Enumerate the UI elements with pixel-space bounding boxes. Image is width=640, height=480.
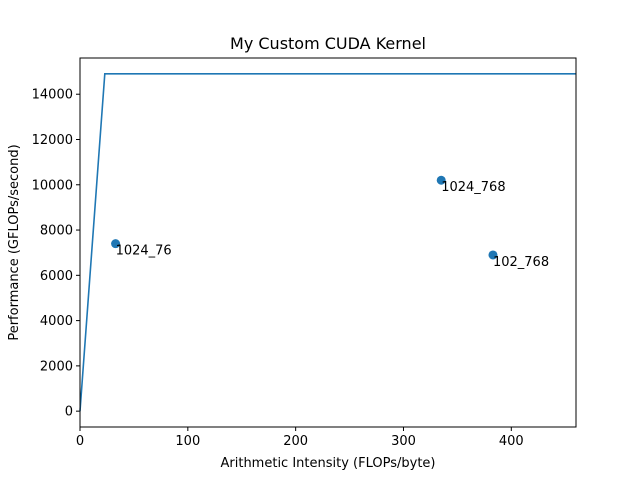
kernel-point xyxy=(111,239,121,249)
y-tick-label: 12000 xyxy=(32,133,73,148)
y-tick-label: 0 xyxy=(65,405,73,420)
y-tick-label: 14000 xyxy=(32,88,73,103)
x-tick-label: 100 xyxy=(175,434,200,449)
y-axis-label: Performance (GFLOPs/second) xyxy=(7,144,22,340)
chart-title: My Custom CUDA Kernel xyxy=(230,34,426,53)
y-tick-label: 6000 xyxy=(40,269,73,284)
x-axis-label: Arithmetic Intensity (FLOPs/byte) xyxy=(221,456,436,471)
x-axis-ticks: 0 100 200 300 400 xyxy=(76,427,524,449)
x-tick-label: 300 xyxy=(391,434,416,449)
y-axis-ticks: 0 2000 4000 6000 8000 10000 12000 14000 xyxy=(32,88,80,420)
y-tick-label: 10000 xyxy=(32,178,73,193)
roofline-line xyxy=(79,73,576,412)
x-tick-label: 0 xyxy=(76,434,84,449)
kernel-point-label: 102_768 xyxy=(493,255,549,270)
kernel-point xyxy=(436,175,446,185)
y-tick-label: 4000 xyxy=(40,314,73,329)
y-tick-label: 2000 xyxy=(40,359,73,374)
kernel-point xyxy=(488,250,498,260)
x-tick-label: 400 xyxy=(499,434,524,449)
plot-area: 1024_76 1024_768 102_768 xyxy=(79,73,576,412)
kernel-point-label: 1024_768 xyxy=(441,180,505,195)
kernel-point-label: 1024_76 xyxy=(116,244,172,259)
x-tick-label: 200 xyxy=(283,434,308,449)
y-tick-label: 8000 xyxy=(40,224,73,239)
axes-frame xyxy=(79,57,577,428)
